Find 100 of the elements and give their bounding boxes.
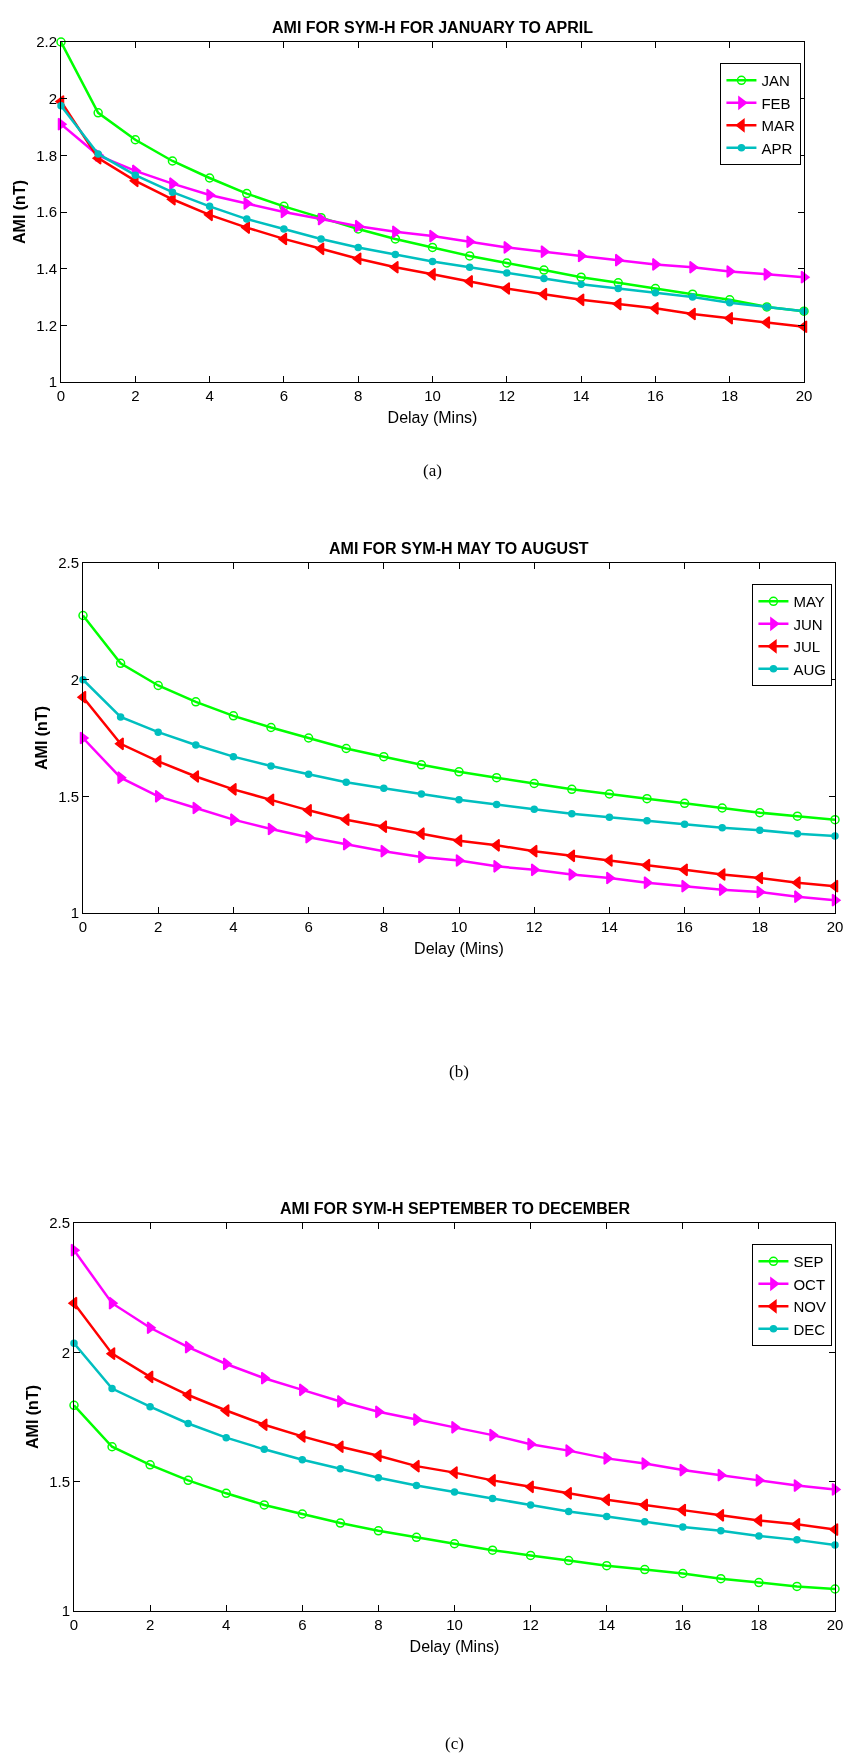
point [115, 658, 126, 669]
y-tick-label: 1.5 [49, 1472, 70, 1490]
point [352, 252, 362, 266]
point [563, 1555, 574, 1566]
chart-title: AMI FOR SYM-H SEPTEMBER TO DECEMBER [280, 1200, 631, 1217]
point [380, 784, 388, 792]
point [652, 257, 662, 271]
x-tick-label: 18 [750, 1616, 768, 1633]
x-tick-label: 4 [222, 1616, 231, 1633]
x-tick-label: 16 [676, 918, 693, 935]
point [600, 1493, 610, 1507]
x-tick-label: 8 [374, 1616, 383, 1633]
point [243, 215, 251, 223]
point [221, 1488, 231, 1499]
point [688, 293, 697, 301]
point [753, 1513, 763, 1527]
point [107, 1442, 117, 1452]
y-tick-label: 1.2 [36, 316, 57, 334]
y-tick-label: 1 [70, 904, 79, 922]
point [565, 1444, 575, 1458]
legend-label: OCT [793, 1275, 826, 1293]
y-axis-title: AMI (nT) [11, 180, 29, 244]
point [242, 188, 252, 199]
point [791, 876, 801, 890]
point [530, 805, 538, 813]
point [278, 232, 288, 246]
point [791, 1517, 801, 1531]
point [373, 1526, 384, 1536]
point [354, 219, 364, 233]
x-tick-label: 2 [154, 918, 163, 935]
point [830, 814, 840, 825]
point [493, 859, 503, 873]
point [793, 1479, 803, 1493]
point [686, 307, 696, 321]
legend-label: NOV [793, 1298, 826, 1316]
x-tick-label: 0 [56, 387, 66, 404]
point [305, 830, 315, 844]
point [502, 258, 512, 268]
point [577, 249, 587, 263]
point [146, 1402, 154, 1411]
x-tick-label: 18 [751, 918, 769, 935]
point [415, 827, 425, 841]
point [302, 803, 312, 817]
point [205, 202, 214, 211]
point [449, 1539, 460, 1549]
point [492, 800, 501, 809]
point [154, 789, 164, 803]
legend-label: AUG [793, 660, 826, 678]
x-tick-label: 8 [354, 387, 363, 404]
point [679, 798, 690, 809]
point [524, 1480, 534, 1494]
x-axis-title: Delay (Mins) [387, 408, 478, 426]
point [649, 301, 659, 315]
y-tick-label: 2.5 [58, 554, 79, 572]
point [640, 1564, 650, 1575]
y-axis-title: AMI (nT) [33, 706, 51, 770]
x-tick-label: 8 [379, 918, 388, 935]
point [230, 813, 240, 827]
point [528, 844, 538, 858]
x-tick-label: 20 [795, 387, 813, 404]
point [427, 242, 438, 253]
y-tick-label: 2 [61, 1343, 70, 1361]
x-tick-label: 12 [498, 387, 516, 404]
y-tick-label: 1 [48, 373, 57, 391]
point [130, 135, 141, 145]
point [418, 850, 428, 864]
point [679, 1463, 689, 1477]
point [299, 1383, 309, 1397]
x-tick-label: 0 [69, 1616, 79, 1633]
point [604, 789, 615, 799]
point [641, 1457, 651, 1471]
point [453, 834, 463, 848]
chart-title: AMI FOR SYM-H MAY TO AUGUST [329, 540, 589, 557]
point [489, 1428, 499, 1442]
point [831, 1541, 839, 1549]
point [643, 876, 653, 890]
point [428, 257, 437, 266]
point [417, 790, 426, 798]
point [354, 243, 362, 252]
point [114, 737, 124, 751]
legend-label: APR [761, 139, 793, 157]
point [450, 1488, 459, 1496]
x-tick-label: 20 [826, 1616, 844, 1633]
point [717, 1527, 725, 1535]
x-tick-label: 20 [826, 918, 844, 935]
point [426, 267, 436, 281]
point [184, 1419, 192, 1428]
point [342, 837, 352, 851]
point [411, 1532, 422, 1543]
point [153, 680, 163, 691]
point [651, 289, 660, 297]
legend-label: JUL [793, 638, 821, 656]
text: (c) [445, 1734, 464, 1753]
point [297, 1509, 308, 1519]
point [490, 838, 500, 852]
point [793, 1536, 801, 1544]
point [756, 826, 764, 834]
point [614, 284, 622, 293]
point [643, 817, 651, 825]
y-tick-label: 1.6 [36, 203, 57, 221]
